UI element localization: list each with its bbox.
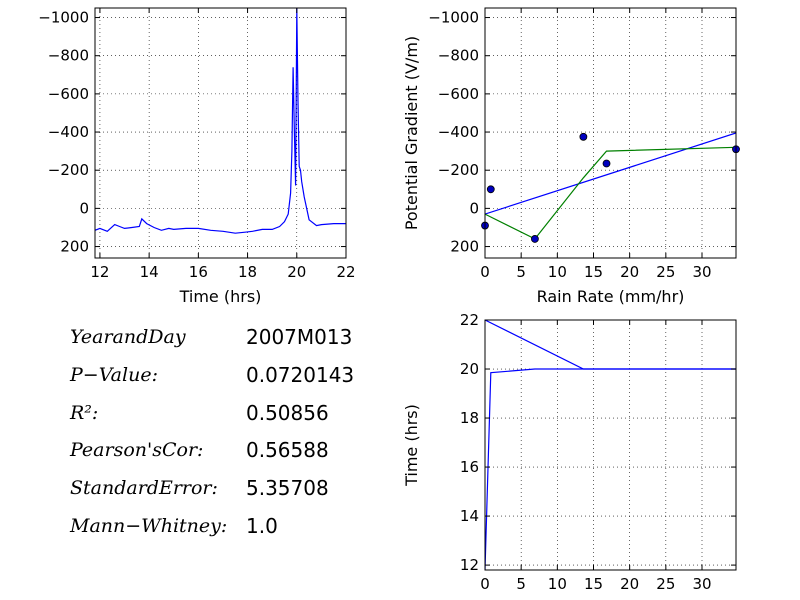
y-tick-label: 16 [460, 458, 479, 476]
x-tick-label: 16 [189, 263, 208, 281]
y-tick-label: −1000 [428, 9, 479, 27]
fit-line [485, 132, 736, 215]
stat-label: StandardError: [70, 477, 218, 500]
x-tick-label: 20 [620, 263, 639, 281]
y-tick-label: −800 [48, 47, 89, 65]
chart-2: 0 5 10 15 20 25 30−1000−800−600−400−2000200Rai… [402, 7, 740, 306]
x-tick-label: 25 [656, 263, 675, 281]
x-tick-label: 12 [90, 263, 109, 281]
data-point [579, 132, 588, 141]
stat-label: R²: [70, 401, 99, 424]
y-tick-label: 0 [469, 199, 479, 217]
x-tick-label: 10 [548, 263, 567, 281]
plot-area [95, 8, 346, 234]
series-line-1 [485, 368, 736, 570]
x-tick-label: 15 [584, 263, 603, 281]
stat-value: 0.0720143 [246, 362, 355, 387]
stat-label: P−Value: [70, 363, 158, 386]
x-axis-label: Rain Rate (mm/hr) [537, 287, 685, 306]
stat-label: Mann−Whitney: [70, 515, 228, 537]
axes-frame [484, 319, 737, 571]
y-tick-label: −600 [48, 85, 89, 103]
chart-1: 12 14 16 18 20 22 −1000 −800 −600 −400 −200 0 200 Tim… [38, 7, 356, 306]
stat-value: 1.0 [246, 514, 278, 538]
x-tick-label: 5 [516, 263, 526, 281]
x-tick-label: 25 [656, 575, 675, 593]
x-tick-label: 10 [548, 575, 567, 593]
x-tick-label: 15 [584, 575, 603, 593]
stat-value: 5.35708 [246, 476, 329, 501]
y-tick-label: −200 [438, 161, 479, 179]
x-tick-label: 0 [480, 575, 490, 593]
y-tick-label: 14 [460, 507, 479, 525]
stat-value: 2007M013 [246, 325, 353, 349]
y-tick-label: 18 [460, 409, 479, 427]
y-tick-label: 12 [460, 556, 479, 574]
y-tick-label: 0 [79, 199, 89, 217]
y-tick-label: −1000 [38, 9, 89, 27]
chart-3: 0 5 10 15 20 25 30 12 14 16 18 20 22 Time (hrs) [402, 311, 737, 593]
data-point [602, 159, 611, 168]
stat-value: 0.50856 [246, 400, 329, 425]
x-tick-label: 30 [692, 263, 711, 281]
y-tick-label: 20 [460, 360, 479, 378]
data-point [486, 185, 495, 194]
y-tick-label: −400 [438, 123, 479, 141]
y-axis-label: Potential Gradient (V/m) [402, 36, 421, 230]
stat-label: YearandDay [70, 326, 186, 348]
step-line [485, 146, 736, 240]
y-tick-label: −800 [438, 47, 479, 65]
y-tick-label: −200 [48, 161, 89, 179]
series-line-1 [95, 8, 346, 234]
y-tick-label: 200 [450, 238, 479, 256]
x-tick-label: 20 [620, 575, 639, 593]
y-tick-label: −600 [438, 85, 479, 103]
y-tick-label: 200 [60, 238, 89, 256]
axes-frame [94, 7, 347, 259]
x-tick-label: 30 [692, 575, 711, 593]
y-axis-label: Time (hrs) [402, 404, 421, 487]
x-tick-label: 5 [516, 575, 526, 593]
x-tick-label: 0 [480, 263, 490, 281]
x-tick-label: 18 [238, 263, 257, 281]
y-tick-label: 22 [460, 311, 479, 329]
plot-area [485, 132, 736, 240]
plot-area [485, 320, 736, 570]
x-tick-label: 22 [336, 263, 355, 281]
x-axis-label: Time (hrs) [179, 287, 262, 306]
stat-value: 0.56588 [246, 438, 329, 463]
x-tick-label: 20 [287, 263, 306, 281]
stat-label: Pearson'sCor: [70, 439, 204, 462]
y-tick-label: −400 [48, 123, 89, 141]
data-point [531, 235, 539, 243]
series-line-2 [485, 320, 736, 370]
axes-frame [484, 7, 737, 259]
x-tick-label: 14 [140, 263, 159, 281]
